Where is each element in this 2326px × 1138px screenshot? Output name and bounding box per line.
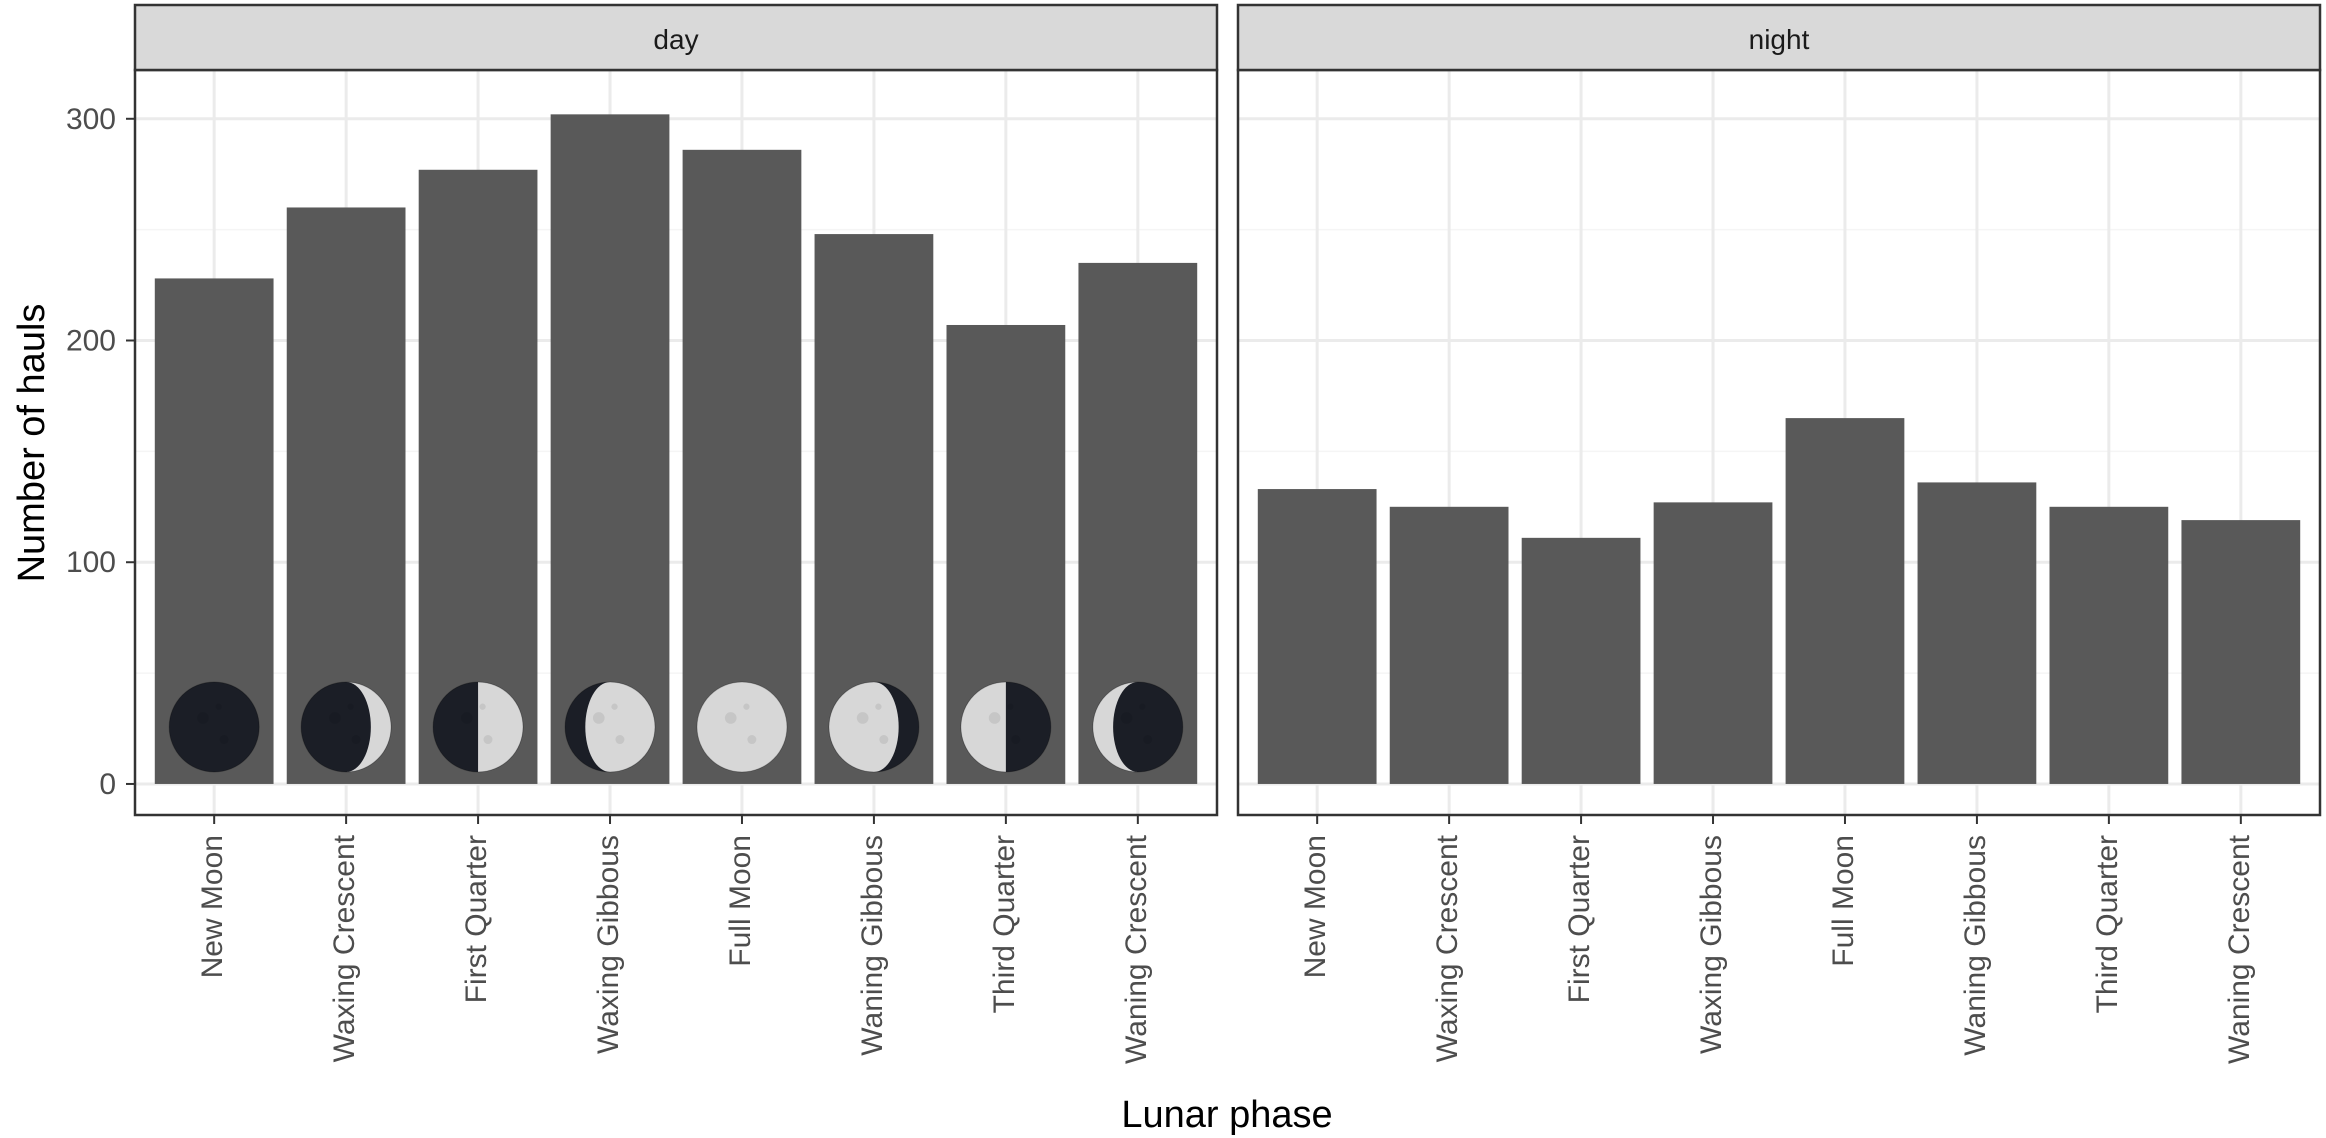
waxing-crescent-moon-icon [300,681,392,773]
panel-night-x-ticks: New Moon Waxing Crescent First Quarter Waxi… [1299,815,2256,1064]
third-quarter-moon-icon [960,681,1052,773]
x-tick-label: Waning Crescent [1120,834,1153,1064]
bar-day-first-quarter [418,169,538,784]
x-tick-label: Waxing Gibbous [592,835,625,1054]
x-tick-label: New Moon [196,835,229,978]
bar-night-third-quarter [2049,506,2169,784]
new-moon-moon-icon [168,681,260,773]
bar-night-first-quarter [1521,537,1641,784]
first-quarter-moon-icon [432,681,524,773]
panel-night-strip-label: night [1749,24,1810,55]
waxing-gibbous-moon-icon [564,681,656,773]
x-tick-label: Waning Crescent [2223,834,2256,1064]
waning-crescent-moon-icon [1092,681,1184,773]
panel-day-strip [133,3,1219,72]
waning-gibbous-moon-icon [828,681,920,773]
y-tick-label: 300 [66,103,116,136]
y-tick-label: 0 [99,768,116,801]
panel-night-bars [1257,418,2301,784]
x-tick-label: Waxing Gibbous [1695,835,1728,1054]
bar-day-full-moon [682,149,802,784]
bar-day-waxing-gibbous [550,114,670,784]
x-tick-label: Waxing Crescent [328,834,361,1062]
x-tick-label: Waxing Crescent [1431,834,1464,1062]
y-tick-label: 200 [66,325,116,358]
x-tick-label: Waning Gibbous [1959,835,1992,1056]
x-tick-label: Full Moon [1827,835,1860,967]
y-axis: 0 100 200 300 [66,103,135,801]
bar-night-waning-crescent [2181,520,2301,784]
x-tick-label: First Quarter [1563,835,1596,1003]
panel-night-strip [1236,3,2322,72]
bar-night-waning-gibbous [1917,482,2037,784]
x-tick-label: Third Quarter [988,835,1021,1013]
panel-night: night New Moon Waxing Crescent First Quart… [1236,3,2322,1064]
x-tick-label: Full Moon [724,835,757,967]
panel-day: day New Moon Waxing Crescent First Quarter… [133,3,1219,1064]
x-tick-label: First Quarter [460,835,493,1003]
x-tick-label: New Moon [1299,835,1332,978]
full-moon-moon-icon [696,681,788,773]
x-axis-title: Lunar phase [1121,1094,1332,1136]
panel-day-x-ticks: New Moon Waxing Crescent First Quarter Waxi… [196,815,1153,1064]
bar-night-waxing-crescent [1389,506,1509,784]
bar-night-new-moon [1257,489,1377,784]
bar-night-full-moon [1785,418,1905,784]
x-tick-label: Waning Gibbous [856,835,889,1056]
y-tick-label: 100 [66,546,116,579]
x-tick-label: Third Quarter [2091,835,2124,1013]
panel-day-strip-label: day [653,24,698,55]
bar-night-waxing-gibbous [1653,502,1773,784]
y-axis-title: Number of hauls [11,304,53,583]
panel-day-moon-icons [168,681,1184,773]
